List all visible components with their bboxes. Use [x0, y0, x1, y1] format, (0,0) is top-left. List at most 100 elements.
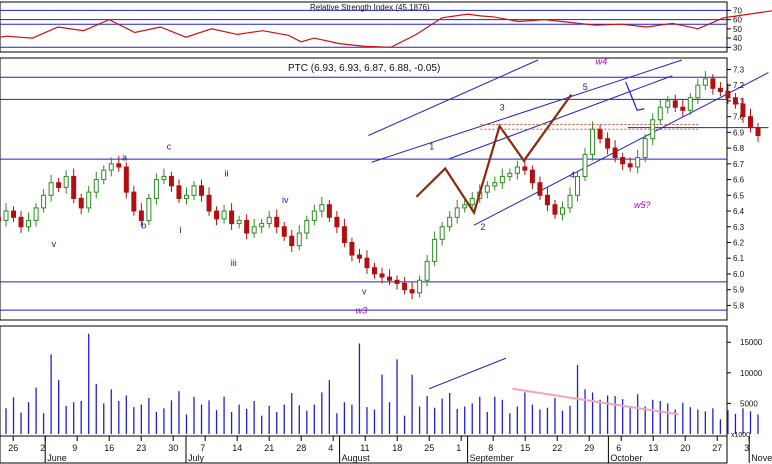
candle-body — [93, 179, 99, 193]
arrow-icon — [625, 81, 645, 112]
candle-body — [627, 163, 633, 168]
volume-tick-label: 10000 — [740, 369, 763, 378]
candle-body — [78, 197, 84, 209]
wave-label-v-left: v — [52, 239, 57, 249]
x-tick-label: 21 — [264, 443, 274, 453]
month-label: October — [610, 453, 642, 463]
wave-path — [415, 93, 573, 216]
price-tick-label: 7.1 — [733, 97, 745, 106]
candle-body — [116, 163, 122, 168]
price-tick-label: 6.9 — [733, 128, 745, 137]
price-panel: 5.8 5.9 6.0 6.1 6.2 6.3 6.4 6.5 6.6 6.7 6.8 6.9 7.0 7… — [0, 57, 769, 321]
candle-body — [680, 106, 686, 111]
channel-line — [473, 72, 769, 226]
volume-tick-label: 15000 — [740, 338, 763, 347]
price-tick-label: 6.2 — [733, 238, 745, 247]
candle-body — [311, 210, 317, 221]
wave-label-i: i — [180, 225, 182, 235]
x-tick-label: 16 — [104, 443, 114, 453]
candle-body — [702, 78, 708, 86]
rsi-frame — [0, 1, 728, 53]
price-tick-label: 6.4 — [733, 207, 745, 216]
wave-label-w5: w5? — [634, 200, 651, 210]
candle-body — [559, 207, 565, 215]
candle-body — [725, 90, 731, 99]
candle-body — [214, 210, 220, 220]
candle-body — [717, 87, 723, 92]
candle-body — [462, 204, 468, 209]
candle-body — [529, 169, 535, 184]
candle-body — [642, 138, 648, 159]
candle-body — [48, 182, 54, 196]
candle-body — [424, 260, 430, 281]
candle-body — [161, 175, 167, 181]
candle-body — [296, 232, 302, 247]
candle-body — [153, 179, 159, 199]
channel-line — [448, 75, 673, 160]
month-label: June — [47, 453, 67, 463]
candle-body — [635, 157, 641, 168]
x-tick-label: 30 — [168, 443, 178, 453]
candle-body — [289, 235, 295, 247]
candle-body — [168, 175, 174, 187]
candle-body — [687, 97, 693, 111]
price-tick-label: 7.0 — [733, 113, 745, 122]
price-tick-label: 6.0 — [733, 270, 745, 279]
candle-body — [86, 191, 92, 209]
candle-body — [657, 106, 663, 121]
candle-body — [356, 254, 362, 259]
candle-body — [138, 210, 144, 221]
candle-body — [304, 219, 310, 234]
x-tick-label: 25 — [424, 443, 434, 453]
x-tick-label: 29 — [584, 443, 594, 453]
candle-body — [371, 267, 377, 275]
x-tick-label: 28 — [296, 443, 306, 453]
candle-body — [665, 100, 671, 108]
wave-label-w2: 2 — [480, 222, 485, 232]
candle-body — [514, 166, 520, 174]
price-tick-label: 6.7 — [733, 160, 745, 169]
x-tick-label: 13 — [648, 443, 658, 453]
candle-body — [131, 191, 137, 212]
candle-body — [259, 223, 265, 228]
rsi-tick-label: 60 — [733, 16, 742, 25]
volume-panel: 5000 10000 15000 x1000 — [0, 325, 763, 439]
candle-body — [3, 210, 9, 221]
price-tick-label: 6.6 — [733, 176, 745, 185]
volume-unit-label: x1000 — [731, 432, 750, 439]
wave-label-iv: iv — [282, 195, 289, 205]
wave-label-w5-small: 5 — [583, 82, 588, 92]
candle-body — [755, 127, 761, 137]
candle-body — [229, 210, 235, 225]
candle-body — [56, 182, 62, 188]
candle-body — [183, 194, 189, 199]
candle-body — [146, 197, 152, 221]
candle-body — [537, 182, 543, 196]
rsi-tick-label: 70 — [733, 6, 742, 15]
price-frame — [0, 57, 728, 321]
candle-body — [364, 257, 370, 269]
candle-body — [590, 128, 596, 155]
price-tick-label: 6.8 — [733, 144, 745, 153]
x-tick-label: 9 — [72, 443, 77, 453]
candle-body — [387, 276, 393, 281]
price-tick-label: 5.8 — [733, 301, 745, 310]
x-tick-label: 27 — [712, 443, 722, 453]
candle-body — [191, 185, 197, 196]
wave-label-c: c — [167, 142, 172, 152]
candle-body — [469, 197, 475, 206]
candle-body — [71, 175, 77, 199]
candle-body — [33, 207, 39, 221]
candle-body — [326, 204, 332, 218]
candle-body — [236, 219, 242, 225]
candle-body — [123, 166, 129, 193]
candle-body — [394, 279, 400, 284]
month-label: Novem — [751, 453, 772, 463]
wave-label-w4: w4 — [596, 57, 608, 67]
x-tick-label: 8 — [488, 443, 493, 453]
wave-label-w3: w3 — [356, 305, 368, 315]
price-tick-label: 6.5 — [733, 191, 745, 200]
volume-tick-label: 5000 — [740, 399, 758, 408]
candle-body — [432, 238, 438, 262]
candle-body — [747, 116, 753, 129]
